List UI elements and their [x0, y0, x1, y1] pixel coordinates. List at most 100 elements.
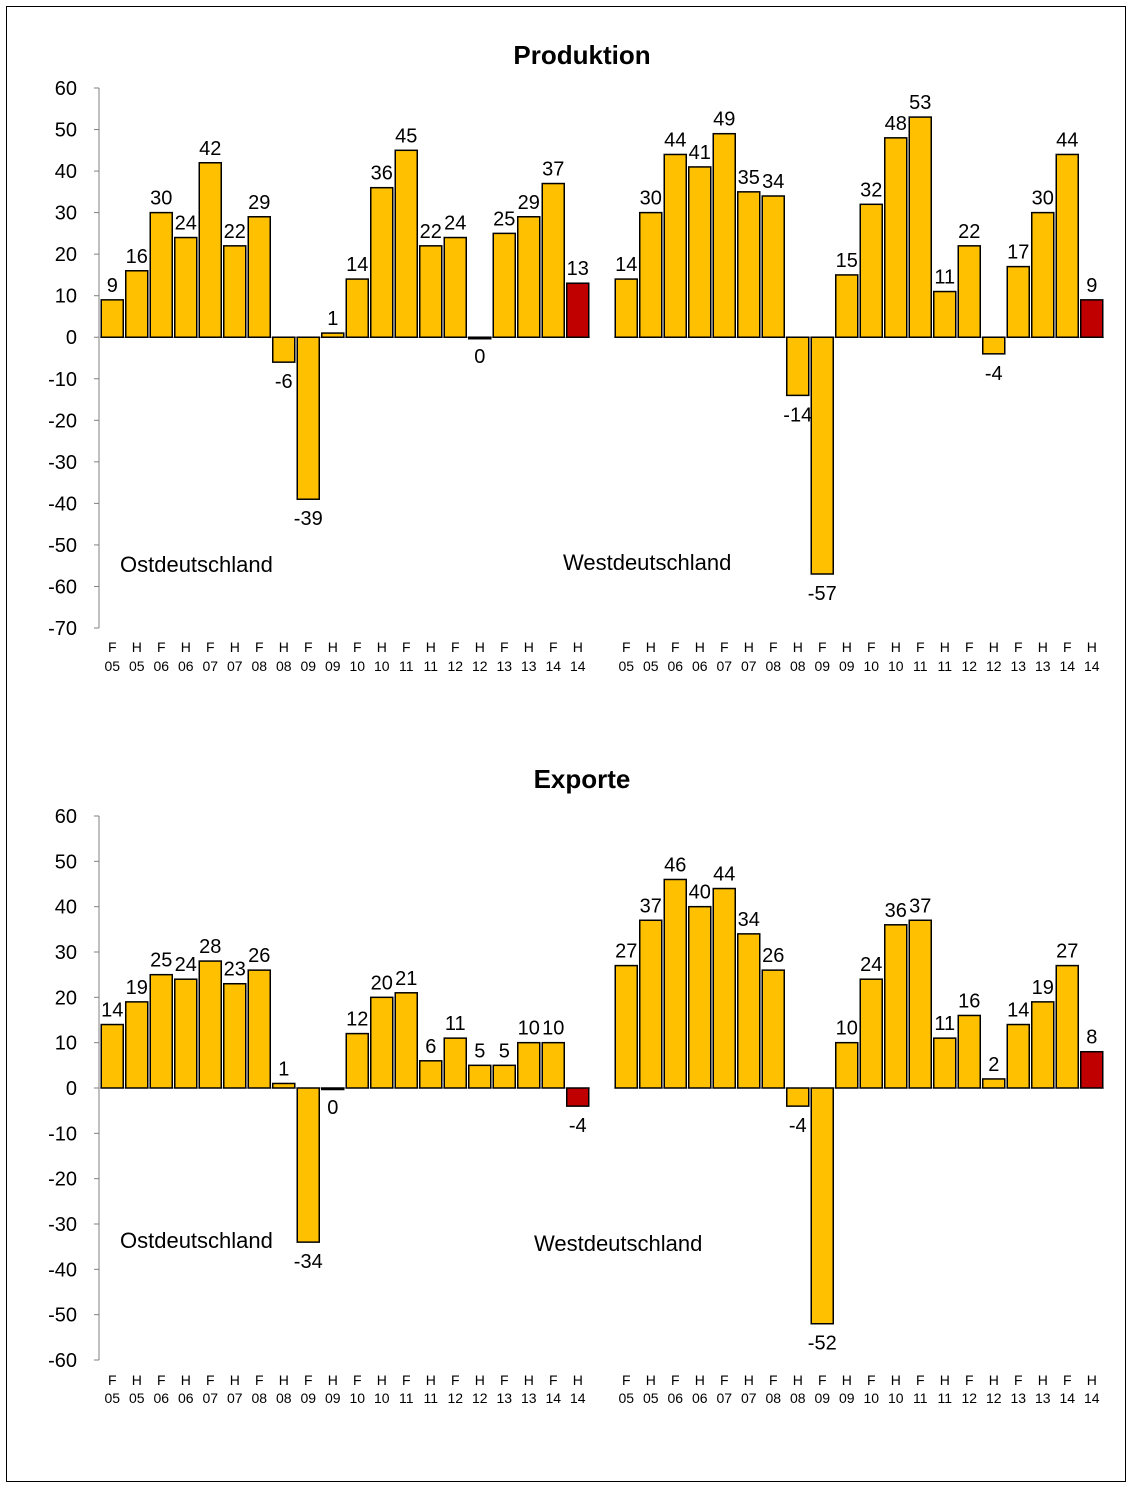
- x-tick-label-year: 09: [300, 1390, 316, 1406]
- x-tick-label-half: F: [818, 639, 827, 655]
- x-tick-label-year: 14: [570, 1390, 586, 1406]
- x-tick-label-half: H: [1038, 639, 1048, 655]
- bar: [149, 211, 173, 338]
- bar: [810, 336, 834, 575]
- bar: [982, 1078, 1006, 1089]
- data-label: 44: [664, 129, 686, 151]
- data-label: 2: [988, 1054, 999, 1076]
- x-tick-label-half: F: [549, 639, 558, 655]
- x-tick-label-half: F: [818, 1372, 827, 1388]
- x-tick-label-half: H: [132, 1372, 142, 1388]
- data-label: 29: [518, 192, 540, 214]
- data-label: 36: [885, 900, 907, 922]
- data-label: 15: [836, 250, 858, 272]
- x-tick-label-year: 10: [863, 658, 879, 674]
- data-label: 37: [640, 895, 662, 917]
- x-tick-label-year: 05: [618, 658, 634, 674]
- data-label: 27: [1056, 941, 1078, 963]
- x-tick-label-half: H: [1087, 1372, 1097, 1388]
- y-tick-label: -10: [48, 1123, 77, 1145]
- y-tick-label: 20: [55, 987, 77, 1009]
- x-tick-label-year: 14: [1059, 658, 1075, 674]
- bar: [125, 270, 149, 338]
- x-tick-label-half: F: [1063, 1372, 1072, 1388]
- x-tick-label-half: F: [157, 1372, 166, 1388]
- x-tick-label-year: 07: [716, 1390, 732, 1406]
- data-label: 22: [420, 221, 442, 243]
- data-label: 41: [689, 142, 711, 164]
- x-tick-label-half: F: [916, 639, 925, 655]
- x-tick-label-year: 07: [202, 658, 218, 674]
- bar: [517, 216, 541, 338]
- bar: [1055, 964, 1079, 1089]
- data-label: 26: [762, 945, 784, 967]
- bar: [468, 1064, 492, 1089]
- bar: [223, 245, 247, 338]
- y-tick-label: 40: [55, 897, 77, 919]
- data-label: 36: [371, 163, 393, 185]
- x-tick-label-year: 13: [1010, 1390, 1026, 1406]
- x-tick-label-half: H: [524, 1372, 534, 1388]
- bar: [541, 182, 565, 338]
- x-tick-label-year: 07: [202, 1390, 218, 1406]
- x-tick-label-half: F: [867, 639, 876, 655]
- x-tick-label-half: H: [573, 1372, 583, 1388]
- x-tick-label-year: 06: [692, 658, 708, 674]
- x-tick-label-half: F: [304, 1372, 313, 1388]
- data-label: 12: [346, 1009, 368, 1031]
- data-label: 24: [175, 954, 197, 976]
- bar: [370, 186, 394, 338]
- data-label: 6: [425, 1036, 436, 1058]
- x-tick-label-year: 11: [913, 658, 928, 674]
- x-tick-label-year: 11: [937, 658, 952, 674]
- x-tick-label-half: H: [989, 639, 999, 655]
- x-tick-label-year: 10: [349, 658, 365, 674]
- bar: [982, 336, 1006, 355]
- data-label: 19: [1032, 977, 1054, 999]
- x-tick-label-year: 13: [1010, 658, 1026, 674]
- y-tick-label: -50: [48, 535, 77, 557]
- bar: [296, 336, 320, 500]
- y-tick-label: -60: [48, 576, 77, 598]
- x-tick-label-year: 14: [545, 658, 561, 674]
- x-tick-label-half: F: [1063, 639, 1072, 655]
- chart-title: Produktion: [513, 40, 650, 70]
- data-label: 21: [395, 968, 417, 990]
- x-tick-label-year: 07: [227, 658, 243, 674]
- x-tick-label-year: 09: [300, 658, 316, 674]
- x-tick-label-half: F: [353, 1372, 362, 1388]
- bar: [884, 924, 908, 1089]
- region-label: Ostdeutschland: [120, 1228, 273, 1253]
- bar: [100, 1023, 124, 1089]
- bar: [933, 1037, 957, 1089]
- x-tick-label-year: 11: [399, 658, 414, 674]
- x-tick-label-half: F: [867, 1372, 876, 1388]
- x-tick-label-half: H: [940, 1372, 950, 1388]
- data-label: 22: [224, 221, 246, 243]
- x-tick-label-half: H: [573, 639, 583, 655]
- x-tick-label-year: 09: [814, 658, 830, 674]
- x-tick-label-half: F: [304, 639, 313, 655]
- x-tick-label-year: 08: [765, 1390, 781, 1406]
- data-label: 46: [664, 854, 686, 876]
- bar: [663, 878, 687, 1089]
- x-tick-label-half: F: [622, 1372, 631, 1388]
- y-tick-label: 40: [55, 161, 77, 183]
- x-tick-label-half: H: [230, 1372, 240, 1388]
- y-tick-label: -40: [48, 493, 77, 515]
- x-tick-label-year: 11: [399, 1390, 414, 1406]
- x-tick-label-year: 12: [986, 1390, 1002, 1406]
- x-tick-label-year: 05: [129, 1390, 145, 1406]
- data-label: 1: [327, 308, 338, 330]
- x-tick-label-year: 11: [423, 1390, 438, 1406]
- x-tick-label-half: H: [744, 639, 754, 655]
- x-tick-label-year: 10: [374, 1390, 390, 1406]
- x-tick-label-half: H: [891, 1372, 901, 1388]
- x-tick-label-year: 10: [863, 1390, 879, 1406]
- bar: [419, 1060, 443, 1089]
- data-label: 24: [444, 213, 466, 235]
- x-tick-label-half: H: [328, 1372, 338, 1388]
- x-tick-label-half: H: [279, 1372, 289, 1388]
- x-tick-label-year: 10: [349, 1390, 365, 1406]
